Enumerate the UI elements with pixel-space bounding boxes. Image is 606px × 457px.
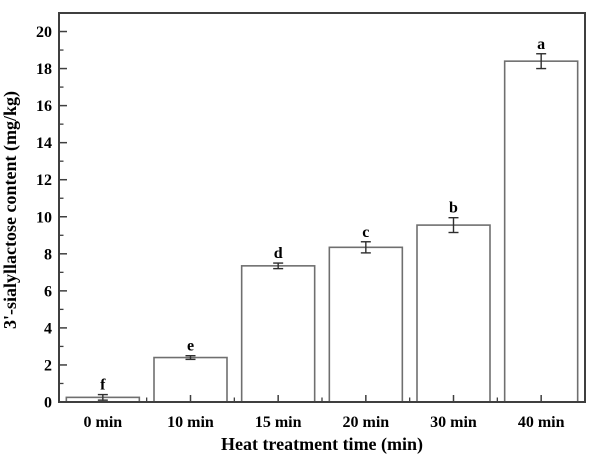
bar-3 xyxy=(328,246,404,403)
bar-significance-letter-4: b xyxy=(449,200,458,217)
plot-area: f 0 min e 10 min d 15 min c 20 min b 30 min a 40 mi… xyxy=(36,12,586,431)
y-axis-title: 3'-sialyllactose content (mg/kg) xyxy=(0,91,21,329)
y-tick-label-18: 18 xyxy=(36,61,52,78)
x-axis-title: Heat treatment time (min) xyxy=(221,434,423,455)
y-tick-label-10: 10 xyxy=(36,209,52,226)
y-tick-label-20: 20 xyxy=(36,24,52,41)
bar-significance-letter-2: d xyxy=(274,245,283,262)
x-tick-label-4: 30 min xyxy=(430,414,477,431)
plot-frame xyxy=(58,12,586,403)
bar-significance-letter-1: e xyxy=(187,338,194,355)
y-tick-label-12: 12 xyxy=(36,172,52,189)
y-tick-label-6: 6 xyxy=(44,283,52,300)
x-tick-label-5: 40 min xyxy=(518,414,565,431)
y-tick-label-2: 2 xyxy=(44,357,52,374)
x-tick-label-3: 20 min xyxy=(342,414,389,431)
y-tick-label-8: 8 xyxy=(44,246,52,263)
bar-4 xyxy=(416,224,491,403)
bar-significance-letter-0: f xyxy=(100,377,106,394)
bar-significance-letter-3: c xyxy=(362,224,369,241)
bar-significance-letter-5: a xyxy=(537,36,545,53)
x-tick-label-2: 15 min xyxy=(255,414,302,431)
x-tick-label-0: 0 min xyxy=(83,414,122,431)
y-tick-label-0: 0 xyxy=(44,395,52,412)
bar-2 xyxy=(240,265,316,403)
y-tick-label-16: 16 xyxy=(36,98,52,115)
y-tick-label-4: 4 xyxy=(44,320,52,337)
y-tick-label-14: 14 xyxy=(36,135,52,152)
x-tick-label-1: 10 min xyxy=(167,414,214,431)
bar-5 xyxy=(503,60,579,403)
